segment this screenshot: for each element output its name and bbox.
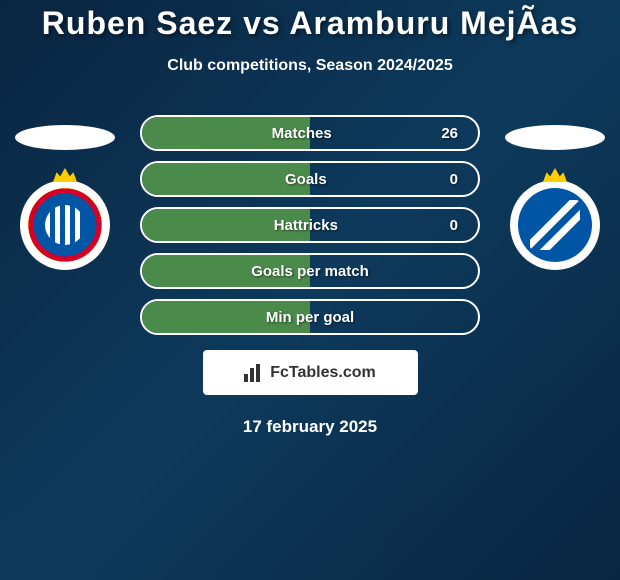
stat-pill-matches: Matches 26 — [140, 115, 480, 151]
stat-label: Goals — [285, 171, 327, 188]
stat-row: Goals per match — [0, 253, 620, 289]
stat-right-value: 0 — [450, 217, 458, 234]
stat-label: Goals per match — [251, 263, 369, 280]
stat-row: Matches 26 — [0, 115, 620, 151]
stat-pill-gpm: Goals per match — [140, 253, 480, 289]
fctables-attribution[interactable]: FcTables.com — [203, 350, 418, 395]
fctables-label: FcTables.com — [270, 364, 376, 382]
stat-right-value: 26 — [441, 125, 458, 142]
stat-label: Min per goal — [266, 309, 354, 326]
stats-container: Matches 26 Goals 0 Hattricks 0 Goal — [0, 115, 620, 335]
stat-row: Goals 0 — [0, 161, 620, 197]
subtitle: Club competitions, Season 2024/2025 — [0, 57, 620, 75]
bar-chart-icon — [244, 364, 264, 382]
date-text: 17 february 2025 — [0, 417, 620, 437]
stat-row: Hattricks 0 — [0, 207, 620, 243]
stat-row: Min per goal — [0, 299, 620, 335]
icon-bar — [250, 368, 254, 382]
icon-bar — [244, 374, 248, 382]
stat-pill-mpg: Min per goal — [140, 299, 480, 335]
stat-label: Matches — [272, 125, 332, 142]
stat-pill-goals: Goals 0 — [140, 161, 480, 197]
stat-label: Hattricks — [274, 217, 338, 234]
main-container: Ruben Saez vs Aramburu MejÃ­as Club comp… — [0, 0, 620, 580]
stat-right-value: 0 — [450, 171, 458, 188]
page-title: Ruben Saez vs Aramburu MejÃ­as — [0, 5, 620, 42]
stat-pill-hattricks: Hattricks 0 — [140, 207, 480, 243]
icon-bar — [256, 364, 260, 382]
